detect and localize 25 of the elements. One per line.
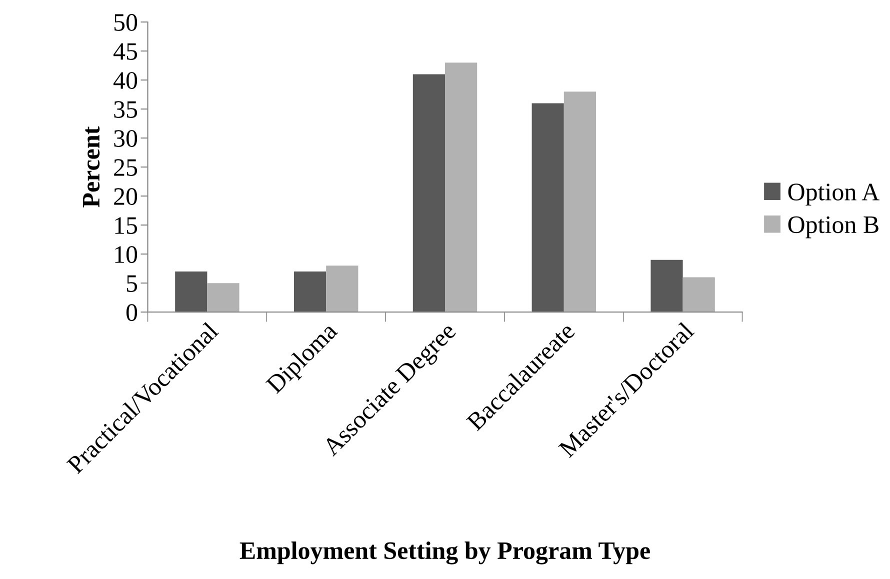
y-tick-label: 25 <box>114 159 138 176</box>
y-tick-label: 35 <box>114 101 138 118</box>
y-tick-label: 30 <box>114 130 138 147</box>
legend-label: Option B <box>788 216 878 238</box>
y-tick-label: 45 <box>114 43 138 60</box>
y-tick-label: 20 <box>114 188 138 205</box>
bar <box>532 103 564 312</box>
y-tick-label: 40 <box>114 72 138 89</box>
x-axis-title: Employment Setting by Program Type <box>240 542 650 564</box>
bar <box>207 283 240 312</box>
bar <box>175 271 208 312</box>
y-tick-label: 50 <box>114 14 138 31</box>
y-tick-label: 10 <box>115 246 138 263</box>
bar <box>564 92 596 312</box>
bar <box>650 260 683 312</box>
y-tick-label: 5 <box>126 275 138 292</box>
y-tick-label: 15 <box>115 217 138 234</box>
y-axis-title: Percent <box>82 126 100 208</box>
y-tick-label: 0 <box>126 304 138 321</box>
bar <box>412 74 445 312</box>
bar <box>326 266 358 312</box>
legend-label: Option A <box>788 184 880 206</box>
bar <box>445 62 478 312</box>
bar <box>294 271 326 312</box>
bar <box>682 277 715 312</box>
